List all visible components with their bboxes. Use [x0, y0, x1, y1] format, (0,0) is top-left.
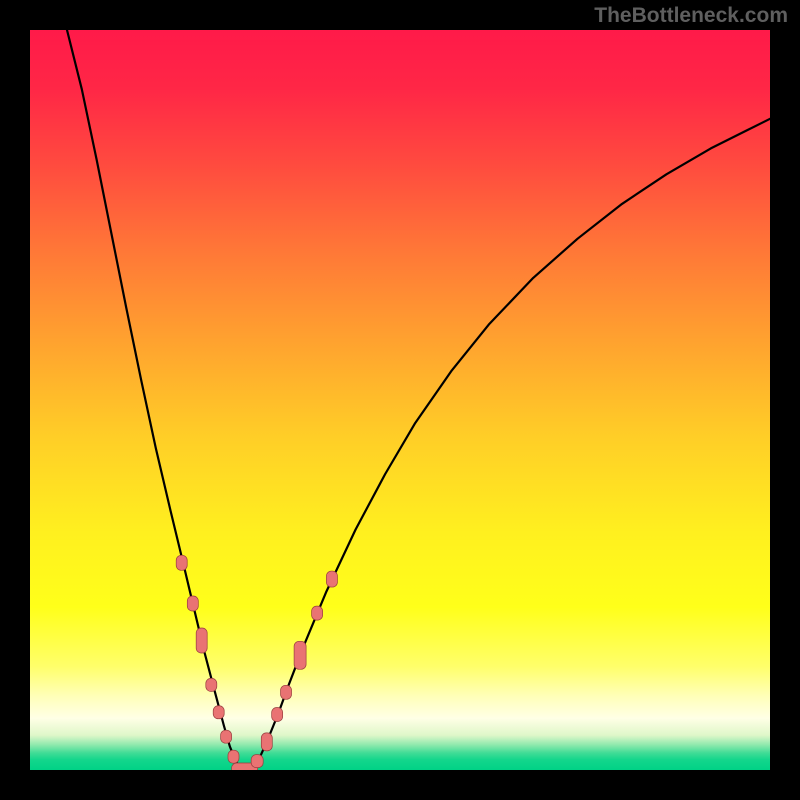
watermark-text: TheBottleneck.com — [594, 4, 788, 28]
curve-marker — [176, 555, 187, 570]
curve-marker — [213, 706, 224, 719]
curve-marker — [221, 730, 232, 743]
chart-frame: TheBottleneck.com — [0, 0, 800, 800]
curve-marker — [187, 596, 198, 611]
curve-marker — [228, 750, 239, 763]
gradient-background — [30, 30, 770, 770]
curve-marker — [294, 641, 306, 669]
plot-svg — [30, 30, 770, 770]
curve-marker — [326, 571, 337, 587]
curve-marker — [196, 628, 207, 653]
curve-marker — [281, 685, 292, 699]
curve-marker — [206, 678, 217, 691]
curve-marker — [272, 708, 283, 722]
curve-marker — [312, 606, 323, 620]
curve-marker — [261, 733, 272, 751]
curve-marker — [251, 755, 263, 768]
plot-area — [30, 30, 770, 770]
